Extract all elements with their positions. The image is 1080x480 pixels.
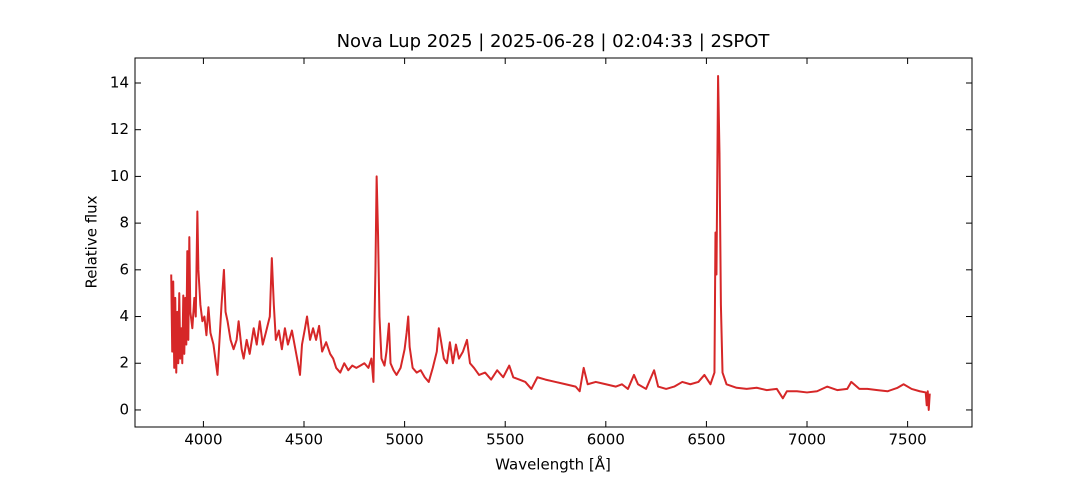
x-tick-label: 4000 [184,431,222,449]
x-tick-label: 5500 [486,431,524,449]
y-tick-label: 4 [119,307,129,325]
x-axis-label: Wavelength [Å] [495,455,611,474]
plot-frame [134,57,973,428]
x-tick-label: 6500 [687,431,725,449]
spectrum-line [170,74,931,411]
y-tick-label: 8 [119,214,129,232]
chart-title: Nova Lup 2025 | 2025-06-28 | 02:04:33 | … [337,31,771,52]
y-tick-label: 6 [119,260,129,278]
y-tick-label: 12 [110,120,129,138]
y-tick-label: 14 [110,73,129,91]
x-tick-label: 6000 [587,431,625,449]
x-tick-label: 7000 [788,431,826,449]
y-tick-label: 2 [119,354,129,372]
x-tick-label: 5000 [386,431,424,449]
y-axis-label: Relative flux [83,195,101,288]
y-tick-label: 0 [119,400,129,418]
y-tick-label: 10 [110,167,129,185]
x-tick-label: 7500 [889,431,927,449]
x-tick-label: 4500 [285,431,323,449]
